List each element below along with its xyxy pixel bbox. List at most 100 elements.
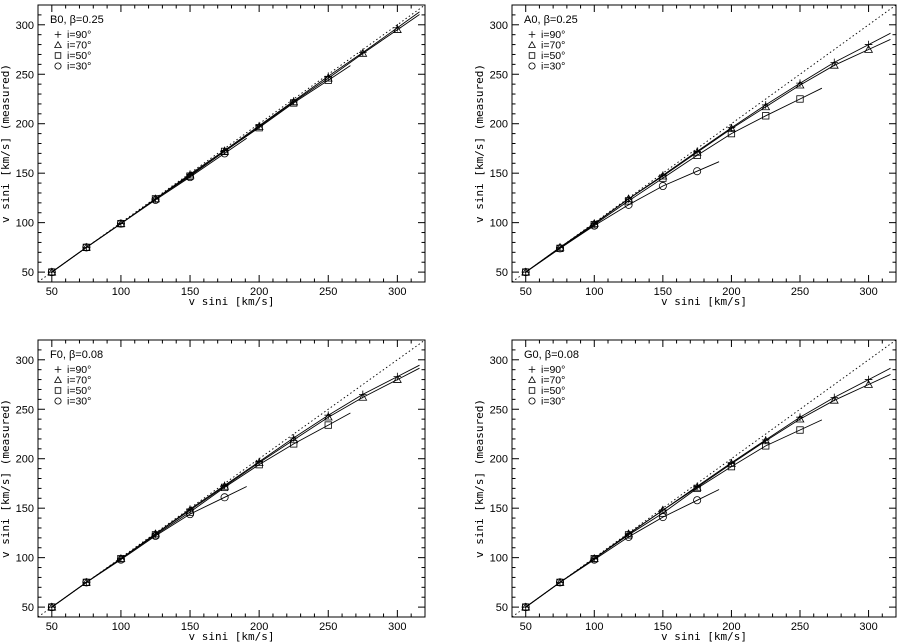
- data-point-square: [290, 440, 298, 448]
- legend-marker-plus: [528, 31, 536, 38]
- data-point-square: [693, 151, 701, 160]
- series-triangle: [521, 373, 891, 611]
- data-point-triangle: [358, 48, 368, 57]
- data-point-circle: [590, 221, 599, 230]
- data-point-triangle: [254, 458, 264, 466]
- panel-title: A0, β=0.25: [524, 14, 578, 26]
- y-tick-label: 100: [16, 553, 34, 565]
- data-point-circle: [47, 603, 56, 612]
- y-tick-label: 200: [16, 119, 34, 131]
- y-axis-label: v sini [km/s] (measured): [473, 64, 486, 223]
- x-tick-label: 50: [520, 621, 532, 633]
- fit-curve: [51, 412, 351, 608]
- x-tick-label: 200: [722, 286, 740, 298]
- data-point-circle: [521, 268, 530, 277]
- x-tick-label: 150: [654, 286, 672, 298]
- y-axis-label: v sini [km/s] (measured): [0, 399, 12, 558]
- legend-label: i=90°: [541, 29, 565, 41]
- data-point-triangle: [289, 435, 299, 444]
- legend-marker-square: [54, 387, 62, 394]
- y-tick-label: 300: [490, 355, 508, 367]
- y-tick-label: 200: [490, 119, 508, 131]
- data-point-square: [727, 129, 736, 138]
- data-point-circle: [151, 195, 160, 204]
- fit-curve: [525, 161, 720, 273]
- y-axis-label: v sini [km/s] (measured): [473, 399, 486, 558]
- legend-label: i=90°: [67, 364, 91, 376]
- data-point-triangle: [864, 379, 874, 388]
- fit-curve: [525, 38, 891, 273]
- y-tick-label: 50: [496, 602, 508, 614]
- y-tick-label: 50: [22, 602, 34, 614]
- legend-label: i=50°: [541, 385, 565, 397]
- fit-curve: [525, 32, 891, 273]
- chart-panel-2: 50 100 150 200 250 300 50 100 150 200 250 300 v sini…: [473, 4, 897, 308]
- data-point-triangle: [795, 80, 805, 89]
- one-to-one-line: [512, 340, 896, 617]
- data-point-triangle: [323, 73, 333, 82]
- data-point-square: [220, 483, 229, 492]
- x-tick-label: 200: [250, 286, 268, 298]
- data-point-square: [796, 426, 804, 434]
- data-point-triangle: [392, 25, 402, 33]
- x-tick-label: 100: [112, 286, 130, 298]
- legend-marker-triangle: [528, 40, 536, 48]
- series-plus: [521, 32, 891, 276]
- y-tick-label: 150: [490, 503, 508, 515]
- data-point-square: [659, 509, 667, 517]
- data-point-triangle: [864, 44, 874, 53]
- data-point-circle: [658, 513, 667, 522]
- data-point-square: [624, 197, 633, 205]
- series-square: [522, 419, 823, 611]
- data-point-square: [290, 99, 298, 107]
- x-tick-label: 200: [250, 621, 268, 633]
- legend-label: i=90°: [541, 364, 565, 376]
- fit-curve: [525, 489, 720, 608]
- data-point-circle: [186, 173, 195, 182]
- data-point-circle: [624, 200, 633, 209]
- legend-marker-plus: [54, 366, 62, 373]
- data-point-circle: [151, 531, 160, 540]
- legend-marker-circle: [528, 397, 536, 405]
- data-point-plus: [864, 40, 873, 49]
- data-point-circle: [220, 149, 229, 158]
- data-point-triangle: [392, 374, 402, 383]
- x-tick-label: 250: [791, 286, 809, 298]
- data-point-plus: [864, 375, 873, 384]
- data-point-circle: [590, 555, 599, 564]
- panel-title: F0, β=0.08: [50, 349, 103, 361]
- y-tick-label: 300: [16, 20, 34, 32]
- y-tick-label: 150: [490, 168, 508, 180]
- x-tick-label: 250: [791, 621, 809, 633]
- fit-curve: [525, 419, 823, 608]
- y-tick-label: 100: [16, 218, 34, 230]
- y-tick-label: 200: [490, 454, 508, 466]
- data-point-triangle: [829, 60, 839, 69]
- data-point-circle: [82, 578, 91, 587]
- data-point-circle: [82, 243, 91, 252]
- data-point-circle: [220, 493, 229, 502]
- x-axis-label: v sini [km/s]: [661, 295, 747, 308]
- data-point-triangle: [795, 414, 805, 423]
- x-tick-label: 200: [722, 621, 740, 633]
- data-point-circle: [116, 219, 125, 228]
- x-tick-label: 150: [654, 621, 672, 633]
- panel-title: G0, β=0.08: [524, 349, 579, 361]
- one-to-one-line: [38, 340, 425, 617]
- data-point-circle: [693, 167, 702, 176]
- x-axis-label: v sini [km/s]: [188, 295, 274, 308]
- data-point-circle: [555, 244, 565, 253]
- legend-label: i=70°: [67, 375, 91, 387]
- x-tick-label: 50: [46, 286, 58, 298]
- data-point-square: [727, 462, 736, 471]
- legend-label: i=50°: [67, 385, 91, 397]
- x-tick-label: 300: [388, 286, 406, 298]
- y-tick-label: 50: [496, 267, 508, 279]
- x-tick-label: 100: [585, 286, 603, 298]
- chart-panel-1: 50 100 150 200 250 300 50 100 150 200 250 300 v sini…: [0, 4, 426, 308]
- data-point-triangle: [624, 194, 634, 203]
- data-point-square: [762, 442, 770, 450]
- x-tick-label: 100: [585, 621, 603, 633]
- x-tick-label: 50: [46, 621, 58, 633]
